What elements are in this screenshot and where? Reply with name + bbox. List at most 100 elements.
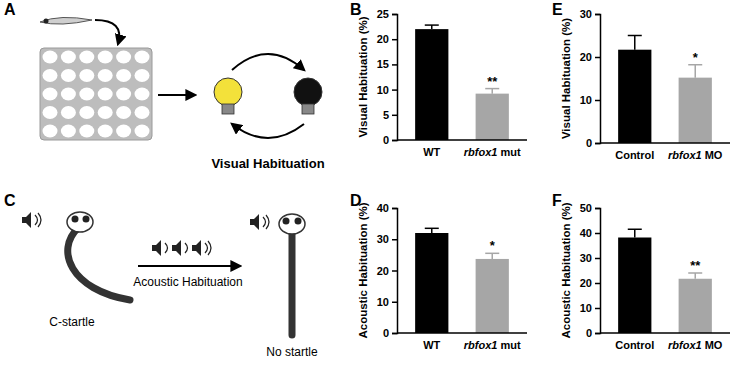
y-axis-title: Visual Habituation (%) xyxy=(357,16,369,137)
y-tick: 0 xyxy=(586,137,600,149)
y-tick: 40 xyxy=(377,202,397,214)
well xyxy=(98,88,113,101)
y-tick-mark xyxy=(595,308,600,310)
y-tick-label: 30 xyxy=(580,252,592,264)
x-axis: Control rbfox1 MO xyxy=(600,143,730,161)
y-tick: 5 xyxy=(383,109,397,121)
y-axis-line xyxy=(392,15,398,141)
bar xyxy=(476,94,509,140)
x-tick: rbfox1 mut xyxy=(464,140,521,158)
well xyxy=(98,69,113,82)
error-stem xyxy=(634,36,636,50)
fish-eye xyxy=(83,216,90,223)
well xyxy=(43,88,58,101)
larva xyxy=(40,17,92,24)
well xyxy=(79,51,94,64)
x-axis-line xyxy=(397,332,527,334)
y-tick-mark xyxy=(595,233,600,235)
speaker xyxy=(172,240,181,256)
well xyxy=(79,88,94,101)
well xyxy=(98,51,113,64)
bar xyxy=(618,50,651,143)
error-stem xyxy=(634,229,636,237)
y-tick: 0 xyxy=(383,327,397,339)
y-tick-mark xyxy=(595,208,600,210)
speaker xyxy=(192,240,201,256)
y-axis-line xyxy=(595,15,601,144)
y-tick: 20 xyxy=(580,277,600,289)
error-cap xyxy=(425,24,439,26)
sound-wave xyxy=(263,217,266,227)
bar xyxy=(679,279,712,333)
y-tick: 30 xyxy=(580,252,600,264)
error-bar xyxy=(628,36,642,50)
speaker xyxy=(152,240,161,256)
well xyxy=(61,69,76,82)
speaker xyxy=(22,212,31,228)
y-axis: 01020304050 xyxy=(580,202,601,339)
x-tick: WT xyxy=(423,333,440,351)
y-tick-label: 0 xyxy=(383,327,389,339)
well xyxy=(61,125,76,138)
x-axis: WT rbfox1 mut xyxy=(397,333,527,351)
cycle-arrow xyxy=(232,124,304,138)
y-tick-label: 50 xyxy=(580,202,592,214)
y-tick-mark xyxy=(392,14,397,16)
error-bar xyxy=(628,229,642,237)
x-tick-label: WT xyxy=(423,339,440,351)
y-tick-label: 5 xyxy=(383,109,389,121)
annotation: ** xyxy=(487,74,498,89)
marks xyxy=(618,36,712,144)
well xyxy=(116,106,131,119)
y-axis: 0102030 xyxy=(580,8,601,149)
well xyxy=(116,69,131,82)
y-tick-mark xyxy=(392,140,397,142)
x-tick: Control xyxy=(615,143,654,161)
sound-wave xyxy=(205,243,208,253)
arrow xyxy=(138,265,240,267)
well xyxy=(98,125,113,138)
y-tick-label: 10 xyxy=(377,84,389,96)
y-tick-mark xyxy=(392,302,397,304)
x-tick-label: Control xyxy=(615,339,654,351)
bar-chart: 010203040WTrbfox1 mutAcoustic Habituatio… xyxy=(357,202,527,351)
fish-eye xyxy=(295,218,302,225)
y-axis: 0 10 20 30 40 xyxy=(377,202,398,339)
x-axis: WT rbfox1 mut xyxy=(397,140,527,158)
bar xyxy=(476,259,509,333)
bulb-base xyxy=(302,104,314,114)
y-tick-mark xyxy=(595,57,600,59)
error-cap xyxy=(425,228,439,230)
y-tick-mark xyxy=(595,258,600,260)
annotation: * xyxy=(490,238,496,253)
y-axis-title: Visual Habituation (%) xyxy=(560,18,572,139)
error-bar xyxy=(485,89,499,94)
y-tick-mark xyxy=(392,208,397,210)
panel-label: C xyxy=(4,192,16,209)
y-axis: 0510152025 xyxy=(377,8,398,146)
larva-eye xyxy=(44,19,49,24)
y-tick-label: 10 xyxy=(377,296,389,308)
y-tick: 15 xyxy=(377,58,397,70)
error-bar xyxy=(425,228,439,233)
error-stem xyxy=(491,89,493,94)
error-bar xyxy=(688,273,702,279)
caption: C-startle xyxy=(49,315,95,329)
x-tick: WT xyxy=(423,140,440,158)
x-tick: rbfox1 mut xyxy=(464,333,521,351)
y-tick-mark xyxy=(392,239,397,241)
panel-label: E xyxy=(552,1,563,18)
panel-label: B xyxy=(350,1,362,18)
error-bar xyxy=(425,25,439,29)
y-tick: 20 xyxy=(377,265,397,277)
x-tick-label: rbfox1 MO xyxy=(668,339,723,351)
x-tick: rbfox1 MO xyxy=(668,143,723,161)
error-stem xyxy=(491,253,493,259)
well xyxy=(43,69,58,82)
y-tick-label: 30 xyxy=(377,233,389,245)
well xyxy=(43,125,58,138)
well xyxy=(61,51,76,64)
y-tick-label: 40 xyxy=(580,227,592,239)
y-axis-line xyxy=(392,209,398,334)
y-tick-label: 10 xyxy=(580,302,592,314)
